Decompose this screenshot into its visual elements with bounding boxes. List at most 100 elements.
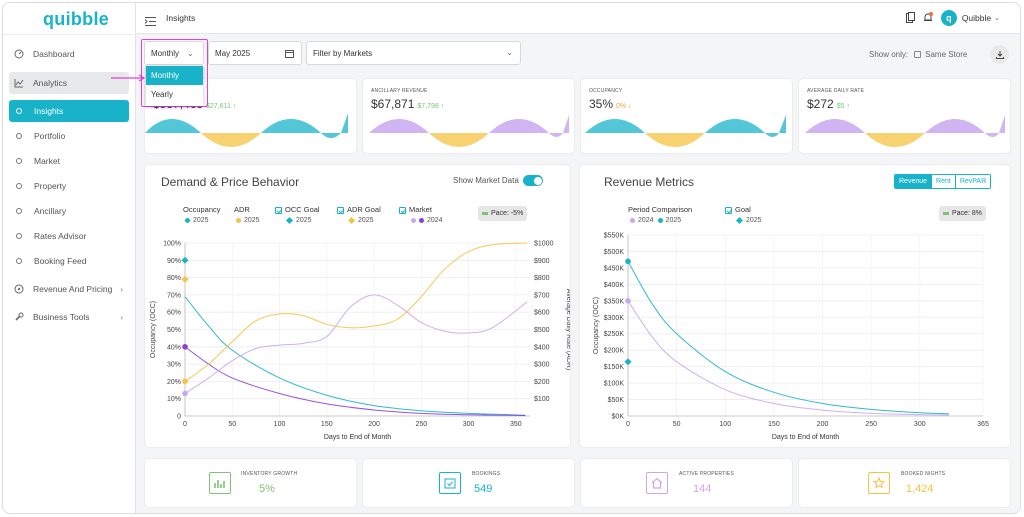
- revenue-metrics-panel: Revenue Metrics Revenue Rent RevPAR Peri…: [580, 165, 1010, 447]
- market-data-toggle[interactable]: [523, 175, 543, 186]
- kpi-label: AVERAGE DAILY RATE: [807, 88, 865, 94]
- sidebar-item-market[interactable]: Market: [9, 150, 129, 172]
- y2-tick-label: $200: [534, 379, 550, 386]
- user-menu[interactable]: q Quibble ⌄: [905, 10, 1000, 26]
- goal-marker: [624, 358, 632, 366]
- bullet-icon: [16, 208, 22, 214]
- tab-rent[interactable]: Rent: [931, 175, 955, 188]
- legend-market[interactable]: Market 2024: [399, 205, 443, 224]
- y2-tick-label: $600: [534, 310, 550, 317]
- legend-swatch: [419, 218, 424, 223]
- sidebar-item-ancillary[interactable]: Ancillary: [9, 200, 129, 222]
- kpi-sparkline: [585, 115, 786, 147]
- pace-text: Pace: 8%: [952, 210, 982, 217]
- avatar[interactable]: q: [940, 10, 957, 26]
- kpi-card-ancillary-revenue: ANCILLARY REVENUE $67,871 $7,798 ↑: [363, 79, 574, 153]
- data-point: [625, 258, 631, 265]
- y-tick-label: $150K: [604, 364, 625, 371]
- sidebar-item-label: Dashboard: [33, 49, 75, 59]
- sidebar-item-booking-feed[interactable]: Booking Feed: [9, 250, 129, 272]
- x-tick-label: 300: [463, 421, 475, 428]
- markets-filter[interactable]: Filter by Markets ⌄: [306, 41, 521, 65]
- y2-tick-label: $800: [534, 275, 550, 282]
- y-tick-label: $200K: [604, 348, 625, 355]
- y2-axis-label: Average Daily Rate (ADR): [565, 289, 570, 371]
- period-option-monthly[interactable]: Monthly: [146, 66, 203, 85]
- sidebar-item-label: Revenue And Pricing: [33, 284, 113, 294]
- stat-value: 144: [693, 483, 712, 495]
- sidebar-item-analytics[interactable]: Analytics: [9, 72, 129, 94]
- legend-period-comparison[interactable]: Period Comparison 2024 2025: [628, 205, 692, 224]
- period-select[interactable]: Monthly ⌄: [144, 41, 204, 65]
- y-tick-label: 90%: [167, 258, 181, 265]
- legend-occupancy[interactable]: Occupancy 2025: [183, 205, 221, 224]
- sidebar-item-rates-advisor[interactable]: Rates Advisor: [9, 225, 129, 247]
- chevron-right-icon: ›: [120, 284, 123, 294]
- kpi-sparkline: [805, 115, 1005, 147]
- menu-collapse-icon[interactable]: [144, 13, 156, 31]
- y-tick-label: 80%: [167, 275, 181, 282]
- wrench-icon: [14, 312, 24, 322]
- legend-adr-goal[interactable]: ADR Goal 2025: [337, 205, 381, 225]
- checkbox-checked-icon[interactable]: [337, 206, 344, 214]
- tab-revenue[interactable]: Revenue: [895, 175, 932, 188]
- x-axis-label: Days to End of Month: [324, 434, 391, 441]
- y2-tick-label: $1000: [534, 241, 554, 248]
- legend-label: 2025: [358, 217, 374, 224]
- y-axis-label: Occupancy (OCC): [150, 301, 157, 358]
- x-axis-label: Days to End of Month: [772, 434, 839, 441]
- y-tick-label: $300K: [604, 315, 625, 322]
- bell-icon[interactable]: [923, 11, 933, 25]
- period-option-yearly[interactable]: Yearly: [151, 90, 173, 99]
- chevron-down-icon: ⌄: [506, 48, 513, 57]
- date-picker[interactable]: May 2025: [208, 41, 302, 65]
- legend-adr[interactable]: ADR 2025: [234, 205, 260, 224]
- legend-occ-goal[interactable]: OCC Goal 2025: [275, 205, 320, 225]
- revenue-chart: $0K $50K $100K $150K $200K $250K $300K $350K $40…: [593, 233, 989, 442]
- y2-tick-label: $300: [534, 362, 550, 369]
- legend-label: 2024: [427, 217, 443, 224]
- legend-label: 2025: [244, 217, 260, 224]
- pace-text: Pace: -5%: [491, 210, 524, 217]
- checkbox-checked-icon[interactable]: [399, 206, 406, 214]
- pace-icon: [482, 212, 488, 215]
- download-button[interactable]: [990, 45, 1009, 64]
- user-name[interactable]: Quibble: [961, 13, 992, 23]
- kpi-label: ANCILLARY REVENUE: [371, 88, 428, 94]
- stat-value: 549: [474, 483, 493, 495]
- sidebar-item-revenue-and-pricing[interactable]: Revenue And Pricing ›: [9, 278, 129, 300]
- gauge-icon: [14, 49, 24, 59]
- checkbox-checked-icon[interactable]: [275, 206, 282, 214]
- revenue-tabs: Revenue Rent RevPAR: [894, 174, 992, 189]
- sidebar-item-insights[interactable]: Insights: [9, 100, 129, 122]
- bullet-icon: [16, 133, 22, 139]
- legend-label: 2025: [296, 217, 312, 224]
- legend-group-label: Market: [409, 205, 432, 214]
- data-point: [182, 390, 188, 397]
- legend-group-label: OCC Goal: [285, 205, 320, 214]
- download-icon: [995, 46, 1004, 64]
- pointer-arrow-icon: [111, 74, 146, 82]
- sidebar-item-dashboard[interactable]: Dashboard: [9, 43, 129, 65]
- series-line: [184, 346, 526, 416]
- kpi-delta: $7,798 ↑: [417, 103, 445, 110]
- kpi-label: OCCUPANCY: [589, 88, 623, 94]
- sidebar-item-portfolio[interactable]: Portfolio: [9, 125, 129, 147]
- markets-filter-placeholder: Filter by Markets: [313, 48, 373, 58]
- same-store-checkbox[interactable]: [914, 51, 922, 58]
- panel-title: Revenue Metrics: [604, 175, 695, 189]
- panel-title: Demand & Price Behavior: [161, 175, 300, 189]
- legend-label: 2024: [638, 217, 654, 224]
- checkbox-checked-icon[interactable]: [725, 206, 732, 214]
- legend-goal[interactable]: Goal 2025: [725, 205, 762, 225]
- sidebar-item-property[interactable]: Property: [9, 175, 129, 197]
- demand-chart: 0 10% 20% 30% 40% 50% 60% 70% 80% 90% 100% 0 50 100 15…: [150, 241, 570, 442]
- legend-group-label: Occupancy: [183, 205, 221, 214]
- x-tick-label: 200: [817, 421, 829, 428]
- sidebar-item-business-tools[interactable]: Business Tools ›: [9, 306, 129, 328]
- legend-swatch: [185, 218, 190, 223]
- tab-revpar[interactable]: RevPAR: [954, 175, 991, 188]
- kpi-value-text: $67,871: [371, 97, 415, 111]
- clipboard-icon[interactable]: [905, 11, 915, 25]
